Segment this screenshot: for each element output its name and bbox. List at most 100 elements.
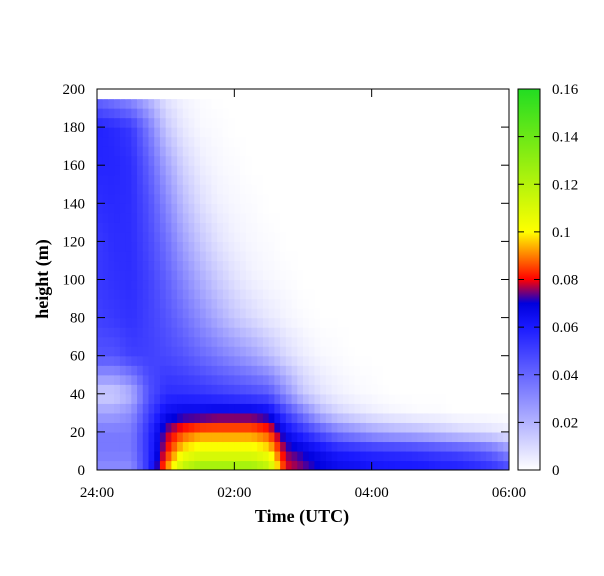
heatmap-cell bbox=[325, 384, 333, 395]
heatmap-cell bbox=[365, 384, 373, 395]
heatmap-cell bbox=[205, 317, 213, 328]
heatmap-cell bbox=[417, 203, 424, 214]
heatmap-cell bbox=[406, 231, 413, 243]
heatmap-cell bbox=[251, 279, 258, 290]
heatmap-cell bbox=[320, 260, 327, 271]
heatmap-cell bbox=[142, 250, 150, 262]
heatmap-cell bbox=[257, 146, 264, 157]
heatmap-cell bbox=[119, 98, 127, 109]
heatmap-cell bbox=[337, 403, 344, 414]
heatmap-cell bbox=[343, 384, 350, 395]
heatmap-cell bbox=[440, 431, 447, 443]
heatmap-cell bbox=[125, 127, 132, 138]
heatmap-cell bbox=[365, 89, 373, 100]
heatmap-cell bbox=[371, 422, 378, 433]
heatmap-cell bbox=[131, 146, 138, 157]
heatmap-cell bbox=[142, 441, 150, 452]
heatmap-cell bbox=[337, 260, 344, 271]
heatmap-cell bbox=[217, 422, 224, 433]
heatmap-cell bbox=[102, 346, 110, 357]
heatmap-cell bbox=[182, 298, 190, 309]
heatmap-cell bbox=[234, 260, 241, 271]
heatmap-cell bbox=[394, 174, 401, 185]
heatmap-cell bbox=[240, 289, 247, 300]
heatmap-cell bbox=[205, 193, 213, 204]
heatmap-cell bbox=[234, 441, 241, 452]
heatmap-cell bbox=[97, 165, 104, 176]
heatmap-cell bbox=[428, 222, 436, 233]
heatmap-cell bbox=[205, 346, 213, 357]
heatmap-cell bbox=[406, 317, 413, 328]
heatmap-cell bbox=[497, 298, 504, 309]
heatmap-cell bbox=[474, 127, 481, 138]
heatmap-cell bbox=[463, 98, 470, 109]
heatmap-cell bbox=[159, 403, 167, 414]
heatmap-cell bbox=[251, 412, 258, 423]
heatmap-cell bbox=[411, 174, 419, 185]
heatmap-cell bbox=[108, 146, 115, 157]
heatmap-cell bbox=[142, 403, 150, 414]
heatmap-cell bbox=[131, 346, 138, 357]
heatmap-cell bbox=[188, 355, 195, 366]
heatmap-cell bbox=[297, 193, 304, 204]
heatmap-cell bbox=[491, 108, 499, 119]
heatmap-cell bbox=[154, 222, 161, 233]
heatmap-cell bbox=[154, 260, 161, 271]
heatmap-cell bbox=[188, 374, 195, 385]
heatmap-cell bbox=[440, 403, 447, 414]
heatmap-cell bbox=[434, 222, 441, 233]
heatmap-cell bbox=[177, 155, 184, 166]
heatmap-cell bbox=[119, 422, 127, 433]
heatmap-cell bbox=[423, 298, 430, 309]
heatmap-cell bbox=[480, 450, 487, 462]
heatmap-cell bbox=[205, 308, 213, 319]
heatmap-cell bbox=[491, 384, 499, 395]
heatmap-cell bbox=[457, 412, 464, 423]
heatmap-cell bbox=[280, 317, 287, 328]
heatmap-cell bbox=[486, 98, 493, 109]
heatmap-cell bbox=[440, 308, 447, 319]
heatmap-cell bbox=[274, 336, 281, 347]
heatmap-cell bbox=[182, 450, 190, 462]
heatmap-cell bbox=[194, 108, 201, 119]
heatmap-cell bbox=[325, 155, 333, 166]
heatmap-cell bbox=[131, 155, 138, 166]
heatmap-cell bbox=[497, 374, 504, 385]
heatmap-cell bbox=[377, 412, 384, 423]
heatmap-cell bbox=[377, 460, 384, 470]
heatmap-cell bbox=[182, 317, 190, 328]
heatmap-cell bbox=[451, 431, 459, 443]
heatmap-cell bbox=[371, 450, 378, 462]
heatmap-cell bbox=[394, 279, 401, 290]
heatmap-cell bbox=[325, 441, 333, 452]
heatmap-cell bbox=[457, 431, 464, 443]
heatmap-cell bbox=[497, 117, 504, 128]
heatmap-cell bbox=[165, 165, 172, 176]
heatmap-cell bbox=[440, 317, 447, 328]
heatmap-cell bbox=[308, 212, 316, 223]
heatmap-cell bbox=[148, 250, 155, 262]
y-tick-label: 40 bbox=[70, 387, 85, 403]
heatmap-cell bbox=[154, 441, 161, 452]
heatmap-cell bbox=[262, 355, 270, 366]
heatmap-cell bbox=[234, 193, 241, 204]
heatmap-cell bbox=[440, 460, 447, 470]
heatmap-cell bbox=[417, 117, 424, 128]
heatmap-cell bbox=[251, 260, 258, 271]
heatmap-cell bbox=[400, 431, 407, 443]
heatmap-cell bbox=[486, 422, 493, 433]
heatmap-cell bbox=[365, 174, 373, 185]
heatmap-cell bbox=[371, 308, 378, 319]
heatmap-cell bbox=[188, 260, 195, 271]
heatmap-cell bbox=[234, 422, 241, 433]
heatmap-cell bbox=[354, 441, 361, 452]
heatmap-cell bbox=[222, 174, 230, 185]
heatmap-cell bbox=[308, 374, 316, 385]
heatmap-cell bbox=[411, 317, 419, 328]
heatmap-cell bbox=[394, 203, 401, 214]
heatmap-cell bbox=[320, 336, 327, 347]
heatmap-cell bbox=[177, 422, 184, 433]
heatmap-cell bbox=[400, 98, 407, 109]
heatmap-cell bbox=[205, 98, 213, 109]
heatmap-cell bbox=[406, 403, 413, 414]
